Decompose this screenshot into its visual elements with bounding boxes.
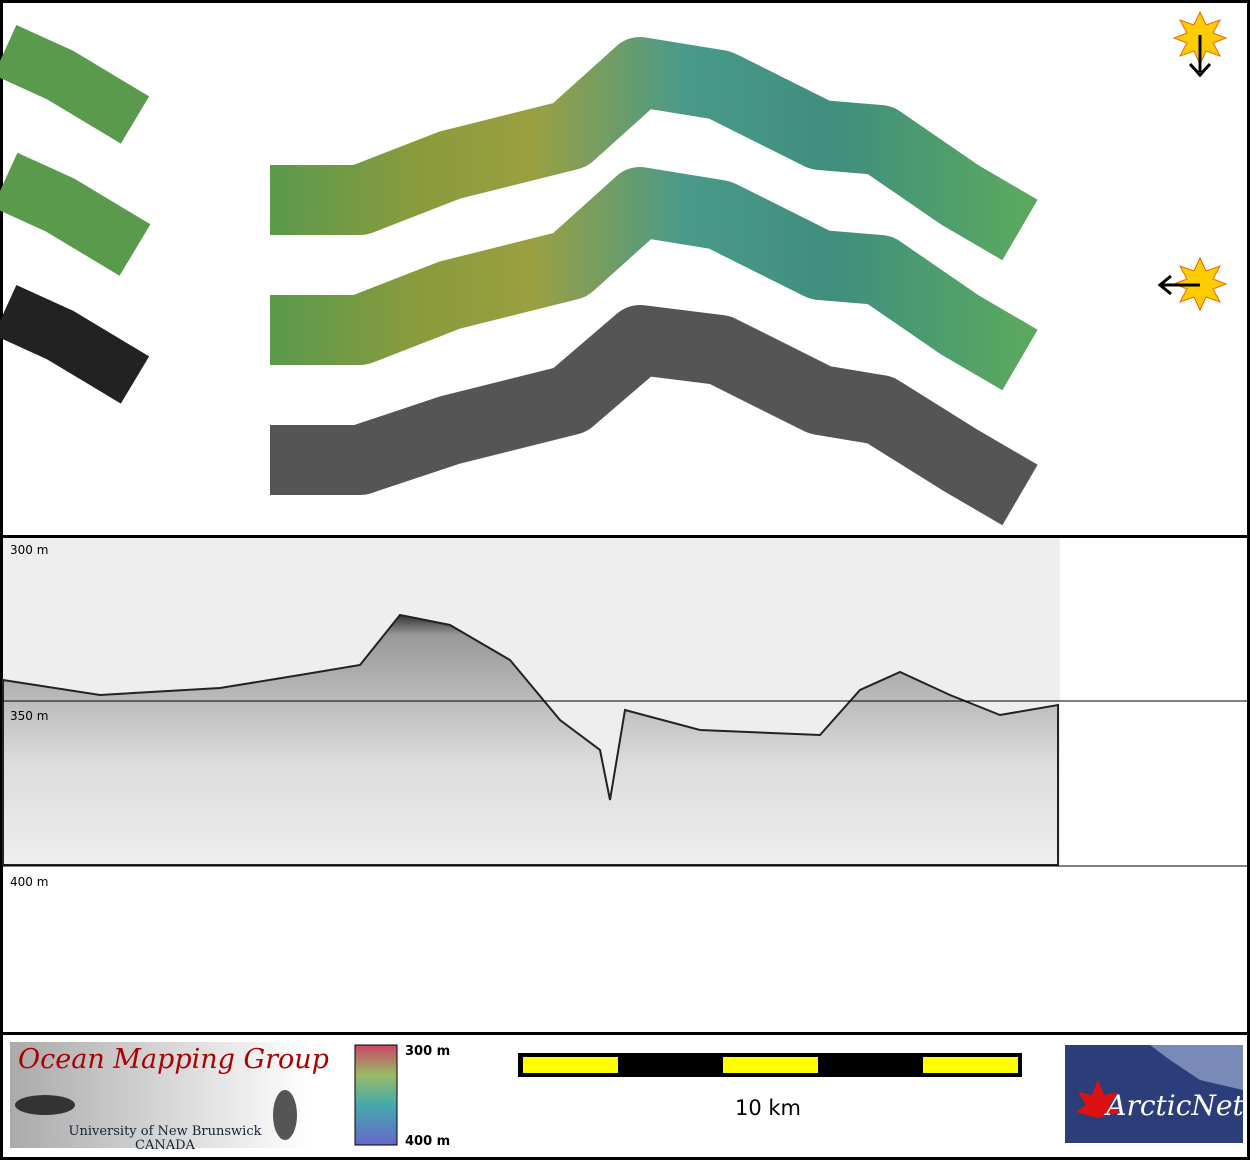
logo-university: University of New Brunswick — [69, 1124, 262, 1139]
logo-title: Ocean Mapping Group — [18, 1044, 329, 1075]
depth-label: 300 m — [10, 543, 48, 557]
scale-label: 10 km — [735, 1096, 801, 1120]
swath — [0, 152, 151, 276]
colorbar — [354, 1044, 398, 1146]
swath — [0, 24, 150, 144]
logo-country: CANADA — [135, 1138, 196, 1153]
partner-name: ArcticNet — [1103, 1089, 1244, 1122]
scale-bar — [518, 1053, 1022, 1077]
sun-icon — [1172, 10, 1228, 78]
colorbar-label: 300 m — [405, 1044, 450, 1059]
sun-icon — [1157, 256, 1228, 312]
swath — [270, 167, 1038, 391]
map — [0, 24, 1038, 526]
swath — [270, 37, 1038, 261]
omg-logo: Ocean Mapping Group University of New Br… — [10, 1042, 329, 1153]
seafloor-profile — [2, 613, 1059, 866]
depth-label: 400 m — [10, 875, 48, 889]
depth-label: 350 m — [10, 709, 48, 723]
colorbar-label: 400 m — [405, 1134, 450, 1149]
arcticnet-logo: ArcticNet — [1065, 1045, 1244, 1143]
swath — [0, 284, 150, 404]
swath — [270, 305, 1038, 526]
